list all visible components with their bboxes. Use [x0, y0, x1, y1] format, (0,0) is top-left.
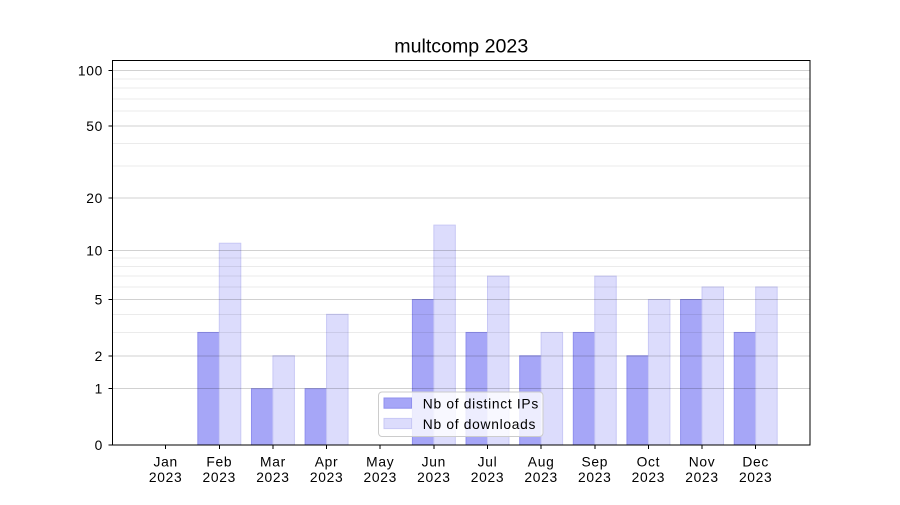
svg-text:2023: 2023	[256, 470, 290, 485]
svg-text:Jul: Jul	[478, 455, 498, 470]
svg-text:20: 20	[86, 191, 103, 206]
svg-text:Sep: Sep	[581, 455, 608, 470]
svg-text:Dec: Dec	[742, 455, 769, 470]
svg-text:2: 2	[95, 349, 103, 364]
svg-text:May: May	[366, 455, 394, 470]
svg-text:Jun: Jun	[422, 455, 446, 470]
svg-text:Nov: Nov	[689, 455, 716, 470]
svg-text:2023: 2023	[310, 470, 344, 485]
svg-text:2023: 2023	[632, 470, 666, 485]
svg-text:Nb of downloads: Nb of downloads	[423, 417, 536, 432]
svg-text:Nb of distinct IPs: Nb of distinct IPs	[423, 397, 539, 412]
svg-text:5: 5	[95, 293, 103, 308]
svg-text:2023: 2023	[739, 470, 773, 485]
svg-text:1: 1	[95, 382, 103, 397]
svg-text:Jan: Jan	[153, 455, 177, 470]
svg-text:Apr: Apr	[315, 455, 339, 470]
svg-text:2023: 2023	[471, 470, 505, 485]
svg-text:50: 50	[86, 119, 103, 134]
svg-text:2023: 2023	[578, 470, 612, 485]
svg-text:2023: 2023	[524, 470, 558, 485]
svg-text:2023: 2023	[149, 470, 183, 485]
svg-text:Feb: Feb	[206, 455, 232, 470]
svg-text:10: 10	[86, 243, 103, 258]
svg-text:2023: 2023	[417, 470, 451, 485]
svg-text:2023: 2023	[685, 470, 719, 485]
svg-text:Aug: Aug	[528, 455, 555, 470]
svg-text:Oct: Oct	[637, 455, 661, 470]
svg-text:100: 100	[78, 63, 103, 78]
svg-text:2023: 2023	[203, 470, 237, 485]
svg-text:2023: 2023	[363, 470, 397, 485]
svg-text:Mar: Mar	[260, 455, 286, 470]
svg-text:0: 0	[95, 438, 103, 453]
svg-text:multcomp 2023: multcomp 2023	[394, 36, 528, 58]
